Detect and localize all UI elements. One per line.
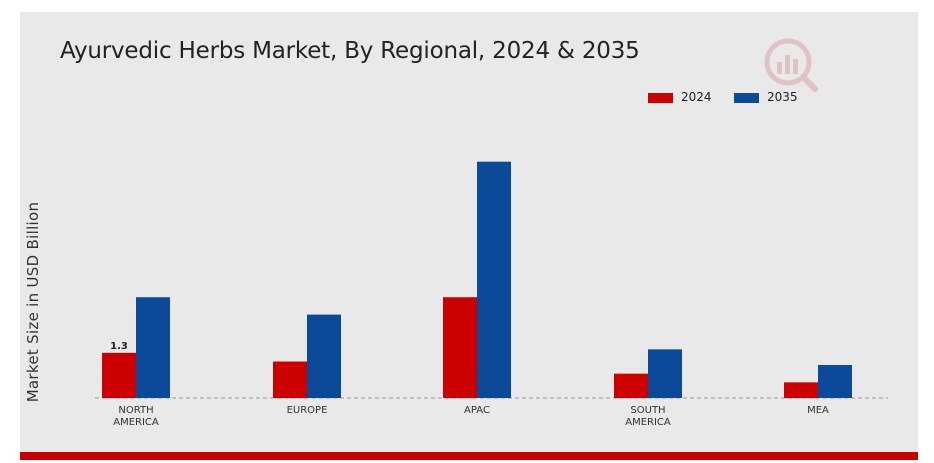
data-label-0-0: 1.3: [110, 341, 128, 352]
legend-label-2024: 2024: [681, 90, 712, 104]
x-tick-label-3: SOUTH AMERICA: [625, 405, 671, 428]
x-tick-label-2: APAC: [464, 405, 490, 416]
x-tick-label-1: EUROPE: [287, 405, 328, 416]
bar-2035-4: [818, 364, 852, 398]
bar-2024-3: [614, 373, 648, 398]
brand-logo-icon: [764, 38, 818, 92]
bar-2035-1: [307, 314, 341, 398]
chart-title: Ayurvedic Herbs Market, By Regional, 202…: [60, 38, 640, 64]
accent-bar: [20, 452, 918, 460]
bar-2024-2: [443, 297, 477, 398]
bar-2035-2: [477, 161, 511, 398]
x-tick-label-4: MEA: [807, 405, 829, 416]
x-tick-label-0: NORTH AMERICA: [113, 405, 159, 428]
bar-2024-1: [273, 361, 307, 398]
bar-2024-0: [102, 352, 136, 398]
bar-2035-0: [136, 297, 170, 398]
bar-2035-3: [648, 349, 682, 398]
bar-2024-4: [784, 382, 818, 398]
legend-swatch-2024: [648, 93, 673, 103]
legend-swatch-2035: [734, 93, 759, 103]
legend-label-2035: 2035: [767, 90, 798, 104]
